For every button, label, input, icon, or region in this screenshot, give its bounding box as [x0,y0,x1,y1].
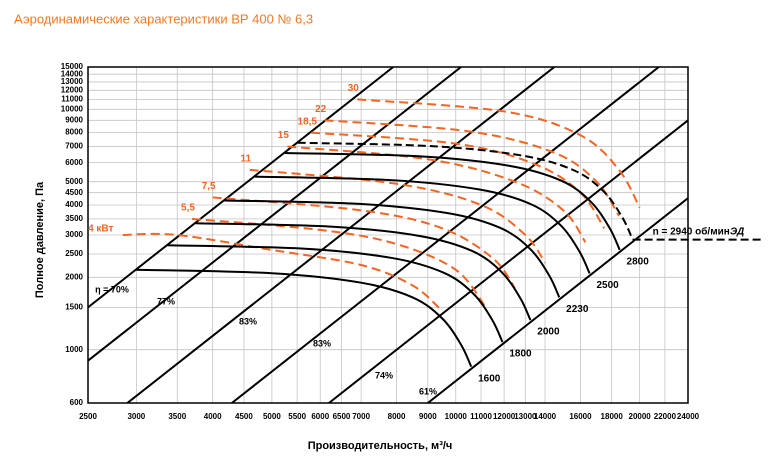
efficiency-label: η = 70% [95,284,129,294]
power-curve [287,145,587,243]
speed-label: 1800 [509,349,532,360]
y-tick-label: 2500 [65,249,83,258]
speed-curve [297,141,634,241]
x-tick-label: 6500 [333,412,351,421]
efficiency-line [88,67,394,309]
x-tick-label: 2500 [79,412,97,421]
y-tick-label: 13000 [61,77,84,86]
x-tick-label: 6000 [311,412,329,421]
power-curve [357,98,641,209]
motor-label: ЭД [730,226,744,237]
speed-curve [167,244,504,343]
y-tick-label: 4500 [65,188,83,197]
y-tick-label: 10000 [61,104,84,113]
y-tick-label: 12000 [61,85,84,94]
x-tick-label: 4000 [204,412,222,421]
x-tick-label: 13000 [514,412,537,421]
x-tick-label: 5000 [263,412,281,421]
x-tick-label: 7000 [352,412,370,421]
speed-label: 2500 [596,280,619,291]
power-label: 22 [315,104,327,115]
y-tick-label: 8000 [65,128,83,137]
x-tick-label: 12000 [493,412,516,421]
x-tick-label: 24000 [677,412,700,421]
power-curve [324,119,620,217]
labels: 2500 3000 3500 4000 4500 5000 5500 6000 6500 7000… [61,62,745,421]
x-tick-label: 22000 [654,412,677,421]
speed-curve [136,268,473,368]
efficiency-line [231,67,660,403]
y-tick-label: 4000 [65,200,83,209]
y-tick-label: 5000 [65,177,83,186]
efficiency-label: 61% [419,386,437,396]
speed-curve [254,175,591,274]
power-curve [249,168,546,264]
y-tick-label: 15000 [61,62,84,71]
power-label: 11 [240,153,251,164]
efficiency-label: 83% [313,338,331,348]
x-axis-label: Производительность, м³/ч [308,440,453,452]
grid [87,66,689,404]
efficiency-line [88,67,462,362]
y-tick-label: 11000 [61,94,83,103]
efficiency-label: 74% [375,370,393,380]
x-tick-label: 3500 [168,412,186,421]
y-tick-label: 14000 [61,69,84,78]
power-label: 18,5 [298,116,318,127]
x-tick-label: 11000 [470,412,492,421]
power-label: 5,5 [181,203,195,214]
speed-label: 2800 [627,256,650,267]
speed-curve [224,199,561,298]
speed-label: 2000 [537,327,560,338]
x-tick-label: 14000 [534,412,557,421]
y-tick-label: 1500 [65,302,83,311]
speed-curve [195,222,532,321]
y-tick-label: 7000 [65,142,83,151]
efficiency-label: 77% [157,296,175,306]
y-tick-label: 1000 [65,345,83,354]
x-tick-label: 4500 [235,412,253,421]
power-label: 7,5 [202,181,216,192]
y-tick-label: 600 [70,398,84,407]
x-tick-label: 3000 [127,412,145,421]
efficiency-label: 83% [239,316,257,326]
y-axis-label: Полное давление, Па [34,181,46,298]
y-tick-label: 2000 [65,272,83,281]
power-label: 15 [278,130,290,141]
x-tick-label: 10000 [445,412,468,421]
chart-title: Аэродинамические характеристики ВР 400 №… [14,11,313,26]
x-tick-label: 18000 [601,412,624,421]
power-curve [212,196,516,289]
efficiency-line [328,119,688,403]
efficiency-line [126,67,555,403]
x-tick-label: 16000 [569,412,592,421]
x-tick-label: 5500 [288,412,306,421]
y-tick-label: 3000 [65,230,83,239]
x-tick-label: 20000 [629,412,652,421]
y-tick-label: 3500 [65,214,83,223]
efficiency-line [427,197,688,403]
speed-curve [284,151,621,251]
power-label: 30 [348,83,360,94]
x-tick-label: 8000 [388,412,406,421]
plot-frame [87,66,689,404]
x-tick-label: 9000 [419,412,437,421]
y-tick-label: 9000 [65,115,83,124]
speed-label: 2230 [566,304,589,315]
speed-label: 1600 [478,373,501,384]
power-curve [191,217,487,308]
y-tick-label: 6000 [65,158,83,167]
power-label: 4 кВт [88,224,113,235]
plot-area [88,67,688,403]
power-curve [122,232,443,312]
speed-label: n = 2940 об/мин [653,225,730,237]
